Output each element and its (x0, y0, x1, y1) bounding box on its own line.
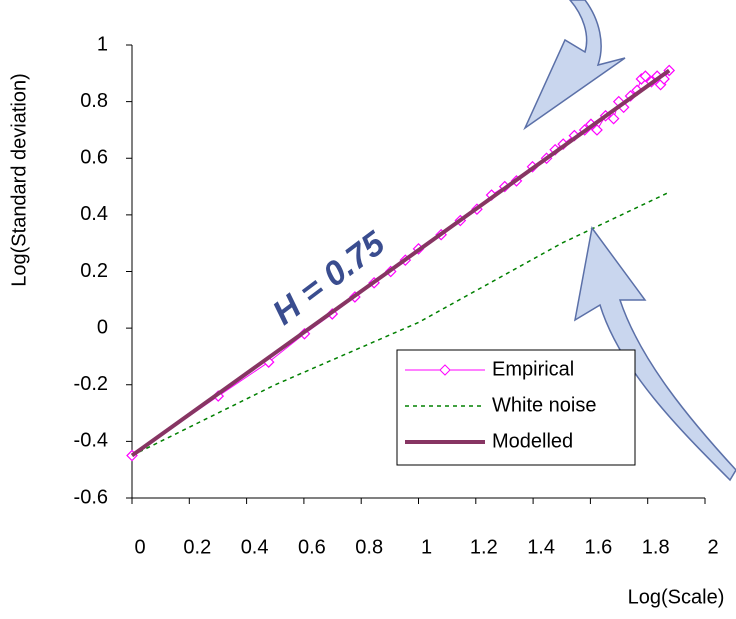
x-tick-label: 1.4 (527, 536, 555, 558)
x-tick-label: 2 (707, 536, 718, 558)
x-tick-label: 0.4 (241, 536, 269, 558)
y-tick-label: 1 (97, 33, 108, 55)
x-axis-title: Log(Scale) (628, 586, 725, 608)
y-axis-title: Log(Standard deviation) (8, 73, 30, 286)
y-tick-label: -0.2 (74, 373, 108, 395)
series-line (131, 191, 670, 457)
x-tick-label: 1.6 (584, 536, 612, 558)
y-tick-label: 0.6 (80, 147, 108, 169)
legend-marker (439, 364, 451, 376)
legend-label: Empirical (492, 358, 574, 380)
y-tick-label: 0 (97, 316, 108, 338)
series-line (130, 68, 671, 458)
y-tick-label: -0.4 (74, 430, 108, 452)
x-tick-label: 0.6 (298, 536, 326, 558)
x-tick-label: 1.2 (470, 536, 498, 558)
y-tick-label: 0.8 (80, 90, 108, 112)
x-tick-label: 0.2 (183, 536, 211, 558)
y-tick-label: -0.6 (74, 486, 108, 508)
legend-box (396, 349, 636, 466)
legend-label: Modelled (492, 430, 573, 452)
x-tick-label: 0 (134, 536, 145, 558)
marker (607, 112, 620, 125)
x-tick-label: 0.8 (355, 536, 383, 558)
arrow-bottom (573, 226, 736, 482)
x-tick-label: 1.8 (642, 536, 670, 558)
y-tick-label: 0.4 (80, 203, 108, 225)
marker (591, 124, 603, 136)
marker (639, 70, 652, 82)
arrow-top (523, 0, 626, 131)
legend-label: White noise (492, 394, 597, 416)
x-tick-label: 1 (421, 536, 432, 558)
y-tick-label: 0.2 (80, 260, 108, 282)
